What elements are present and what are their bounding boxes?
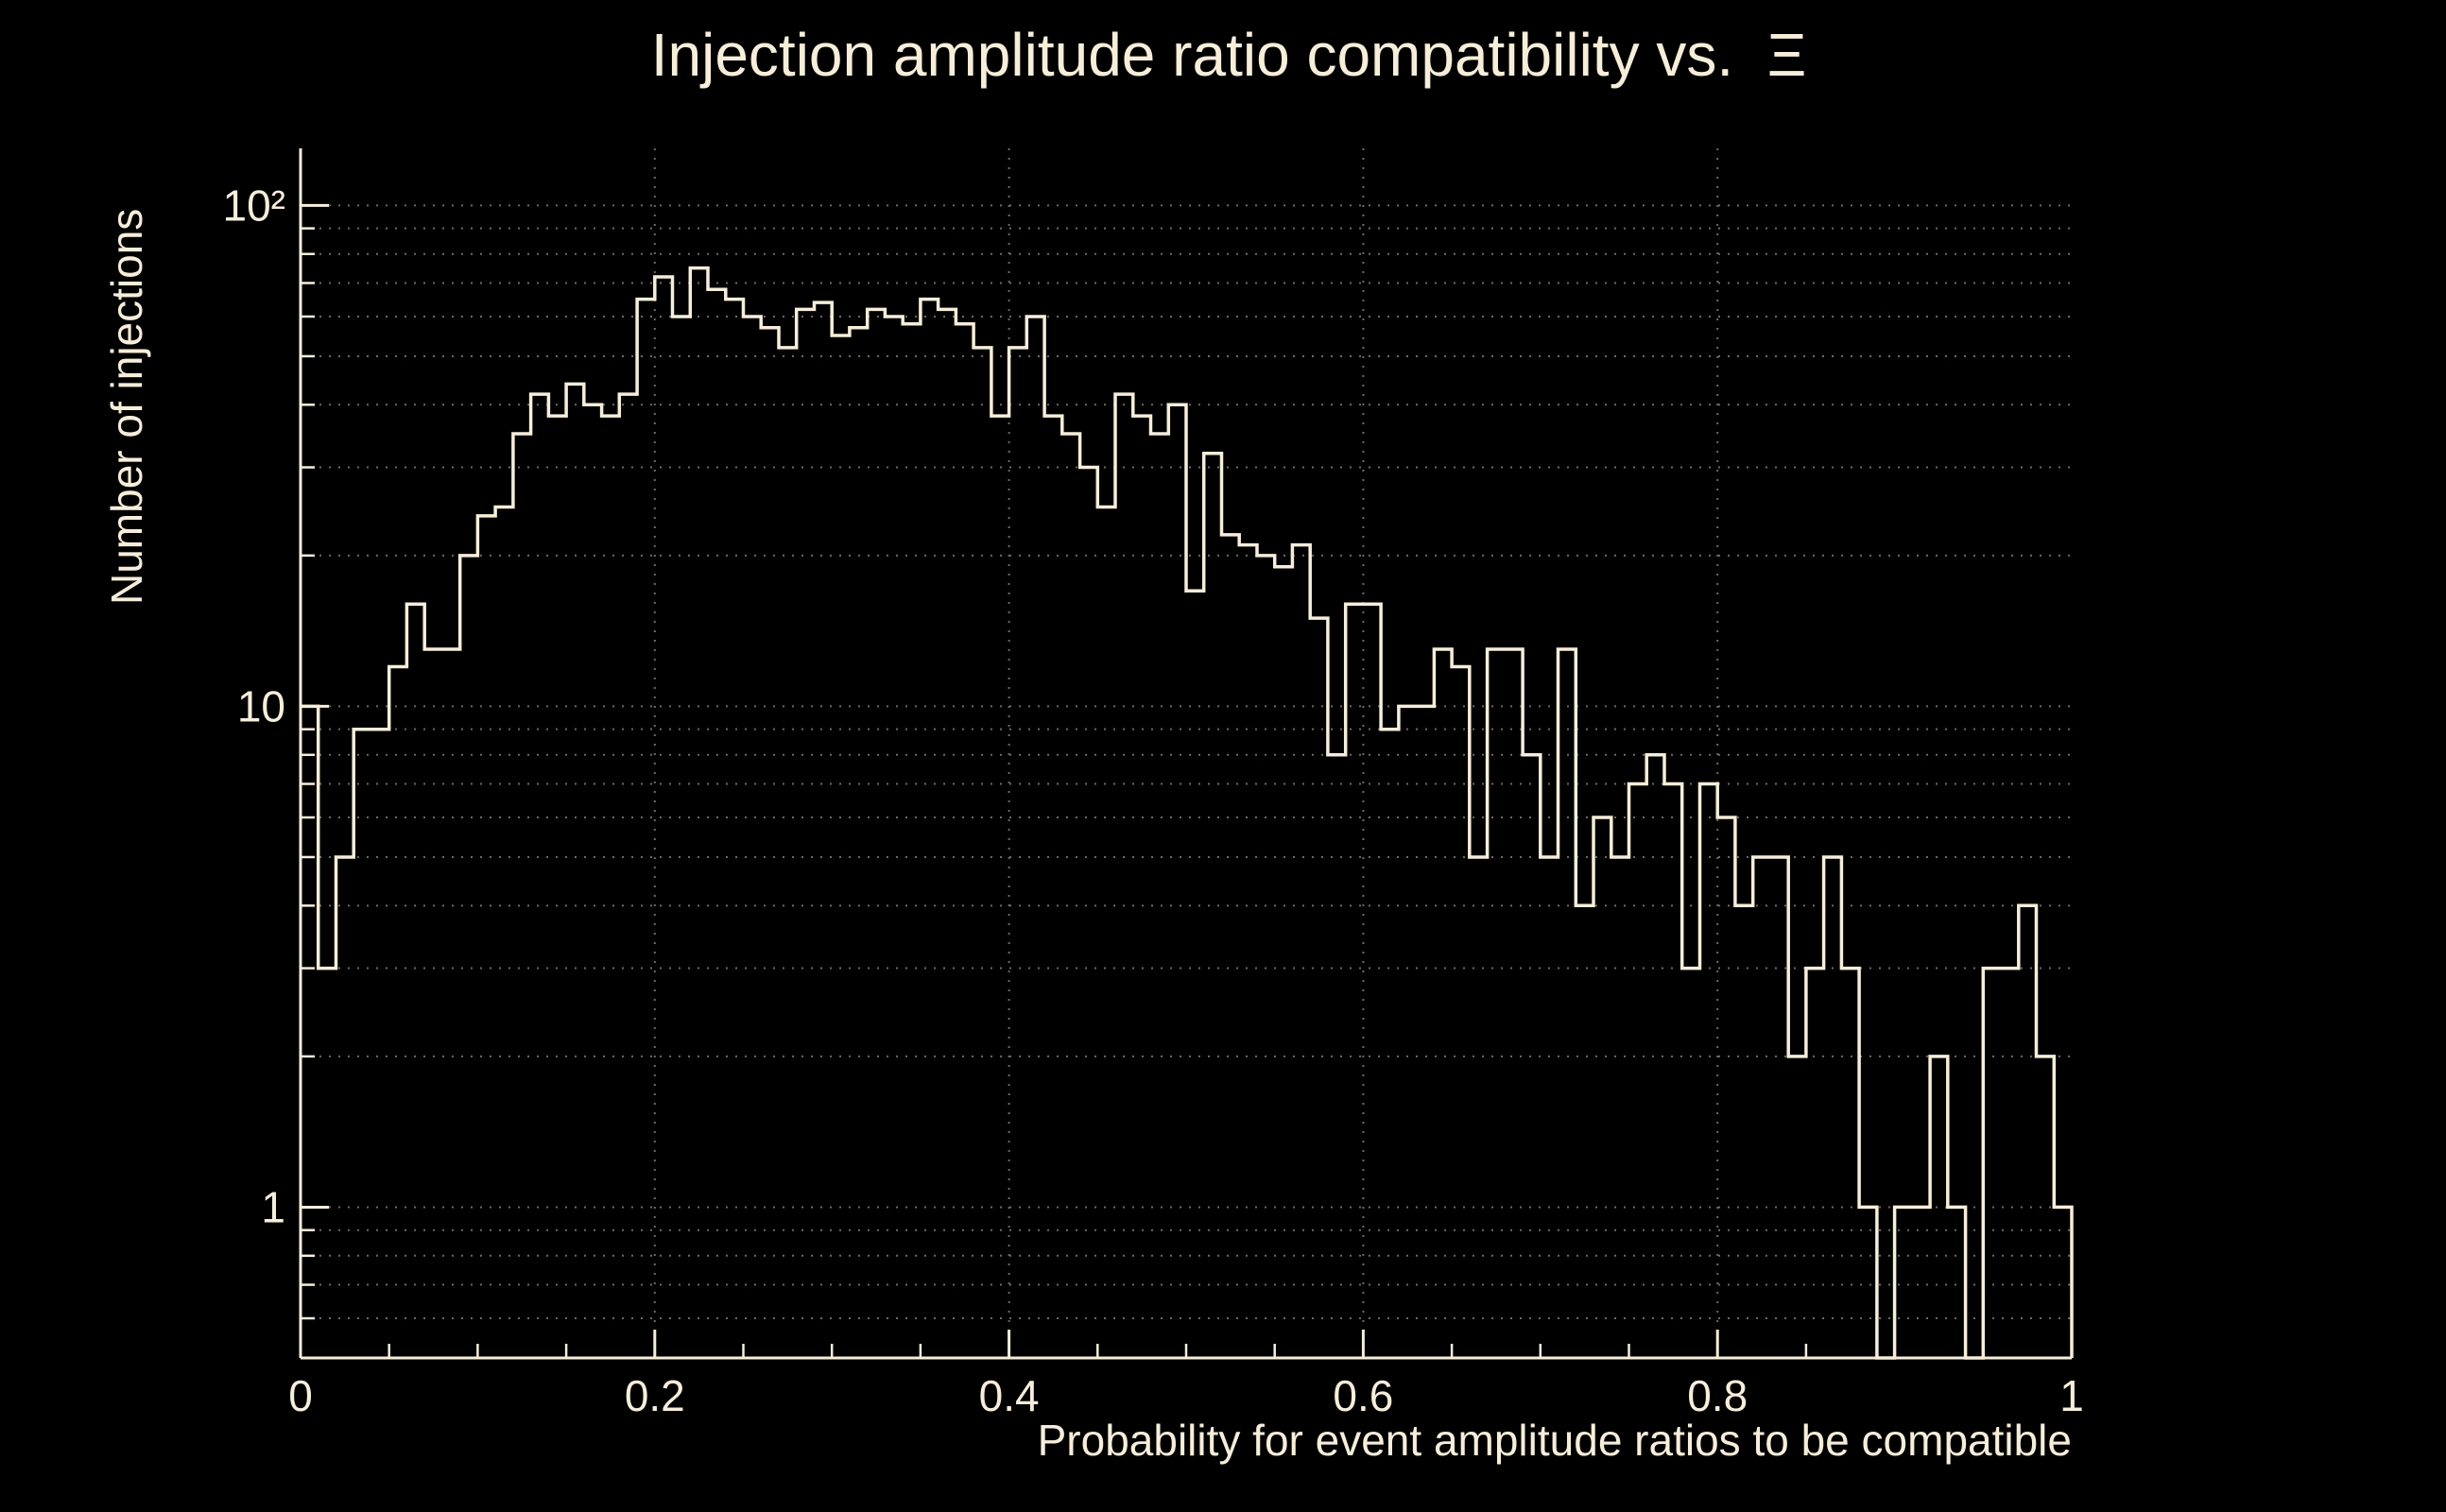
x-tick-label: 0.4 xyxy=(979,1371,1040,1420)
tick-marks xyxy=(299,203,2074,1360)
histogram-step-line xyxy=(301,266,2074,1360)
y-axis-label: Number of injections xyxy=(102,209,151,605)
gridlines xyxy=(301,148,2072,1359)
y-tick-label: 10 xyxy=(237,681,285,730)
x-tick-label: 0.2 xyxy=(625,1371,685,1420)
x-tick-label: 1 xyxy=(2059,1371,2084,1420)
x-axis-label: Probability for event amplitude ratios t… xyxy=(1038,1416,2072,1465)
y-tick-label: 1 xyxy=(261,1182,285,1231)
axes xyxy=(299,148,2072,1360)
chart-title: Injection amplitude ratio compatibility … xyxy=(651,21,1807,89)
x-tick-label: 0.8 xyxy=(1687,1371,1748,1420)
x-tick-label: 0 xyxy=(288,1371,313,1420)
histogram-series xyxy=(301,266,2074,1360)
tick-labels: 0 0.2 0.4 0.6 0.8 1 1 10 10² xyxy=(223,180,2084,1420)
y-tick-label: 10² xyxy=(223,180,285,230)
x-tick-label: 0.6 xyxy=(1333,1371,1393,1420)
